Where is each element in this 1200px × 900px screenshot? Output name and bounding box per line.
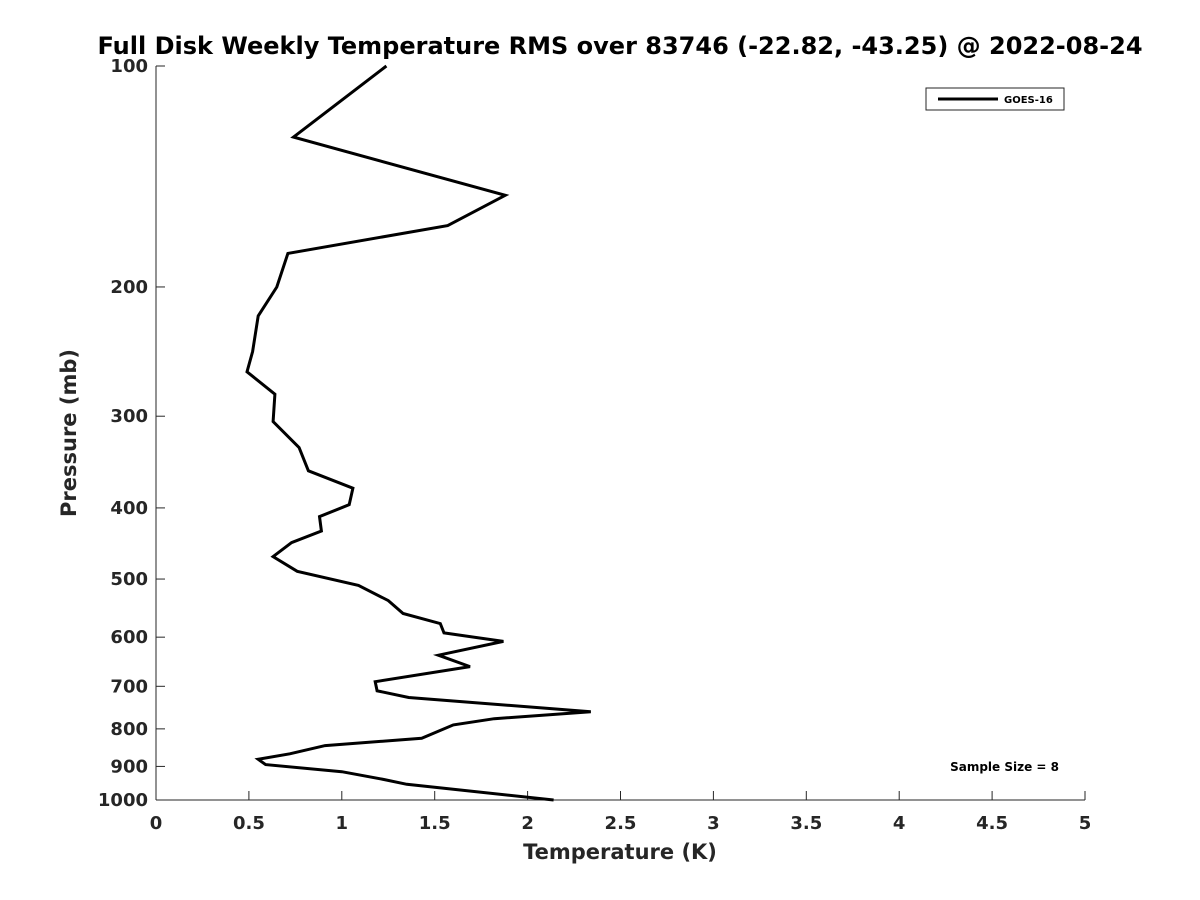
y-tick-label: 200 bbox=[110, 277, 148, 298]
sample-size-annotation: Sample Size = 8 bbox=[950, 760, 1059, 774]
x-tick-label: 0 bbox=[150, 813, 163, 834]
x-tick-label: 5 bbox=[1079, 813, 1092, 834]
x-tick-label: 2.5 bbox=[605, 813, 637, 834]
y-tick-label: 300 bbox=[110, 406, 148, 427]
x-tick-label: 1.5 bbox=[419, 813, 451, 834]
x-tick-label: 2 bbox=[521, 813, 534, 834]
legend-entry-label: GOES-16 bbox=[1004, 95, 1053, 106]
y-axis-ticks: 100 200 300 400 500 600 700 800 900 1000 bbox=[98, 56, 165, 811]
x-axis-ticks: 0 0.5 1 1.5 2 2.5 3 3.5 4 4.5 5 bbox=[150, 791, 1092, 834]
legend: GOES-16 bbox=[925, 87, 1065, 111]
y-tick-label: 400 bbox=[110, 498, 148, 519]
y-tick-label: 800 bbox=[110, 719, 148, 740]
x-tick-label: 1 bbox=[336, 813, 349, 834]
x-tick-label: 3.5 bbox=[790, 813, 822, 834]
x-tick-label: 0.5 bbox=[233, 813, 265, 834]
series-group bbox=[245, 64, 591, 802]
x-tick-label: 4.5 bbox=[976, 813, 1008, 834]
y-tick-label: 1000 bbox=[98, 790, 148, 811]
y-tick-label: 600 bbox=[110, 627, 148, 648]
chart-title: Full Disk Weekly Temperature RMS over 83… bbox=[97, 32, 1142, 60]
y-tick-label: 500 bbox=[110, 569, 148, 590]
series-line-goes-16 bbox=[245, 64, 591, 802]
x-tick-label: 4 bbox=[893, 813, 906, 834]
y-tick-label: 700 bbox=[110, 676, 148, 697]
y-axis-label: Pressure (mb) bbox=[57, 349, 81, 517]
y-tick-label: 900 bbox=[110, 756, 148, 777]
x-axis-label: Temperature (K) bbox=[523, 840, 717, 864]
y-tick-label: 100 bbox=[110, 56, 148, 77]
annotations: Sample Size = 8 bbox=[950, 760, 1059, 774]
x-tick-label: 3 bbox=[707, 813, 720, 834]
